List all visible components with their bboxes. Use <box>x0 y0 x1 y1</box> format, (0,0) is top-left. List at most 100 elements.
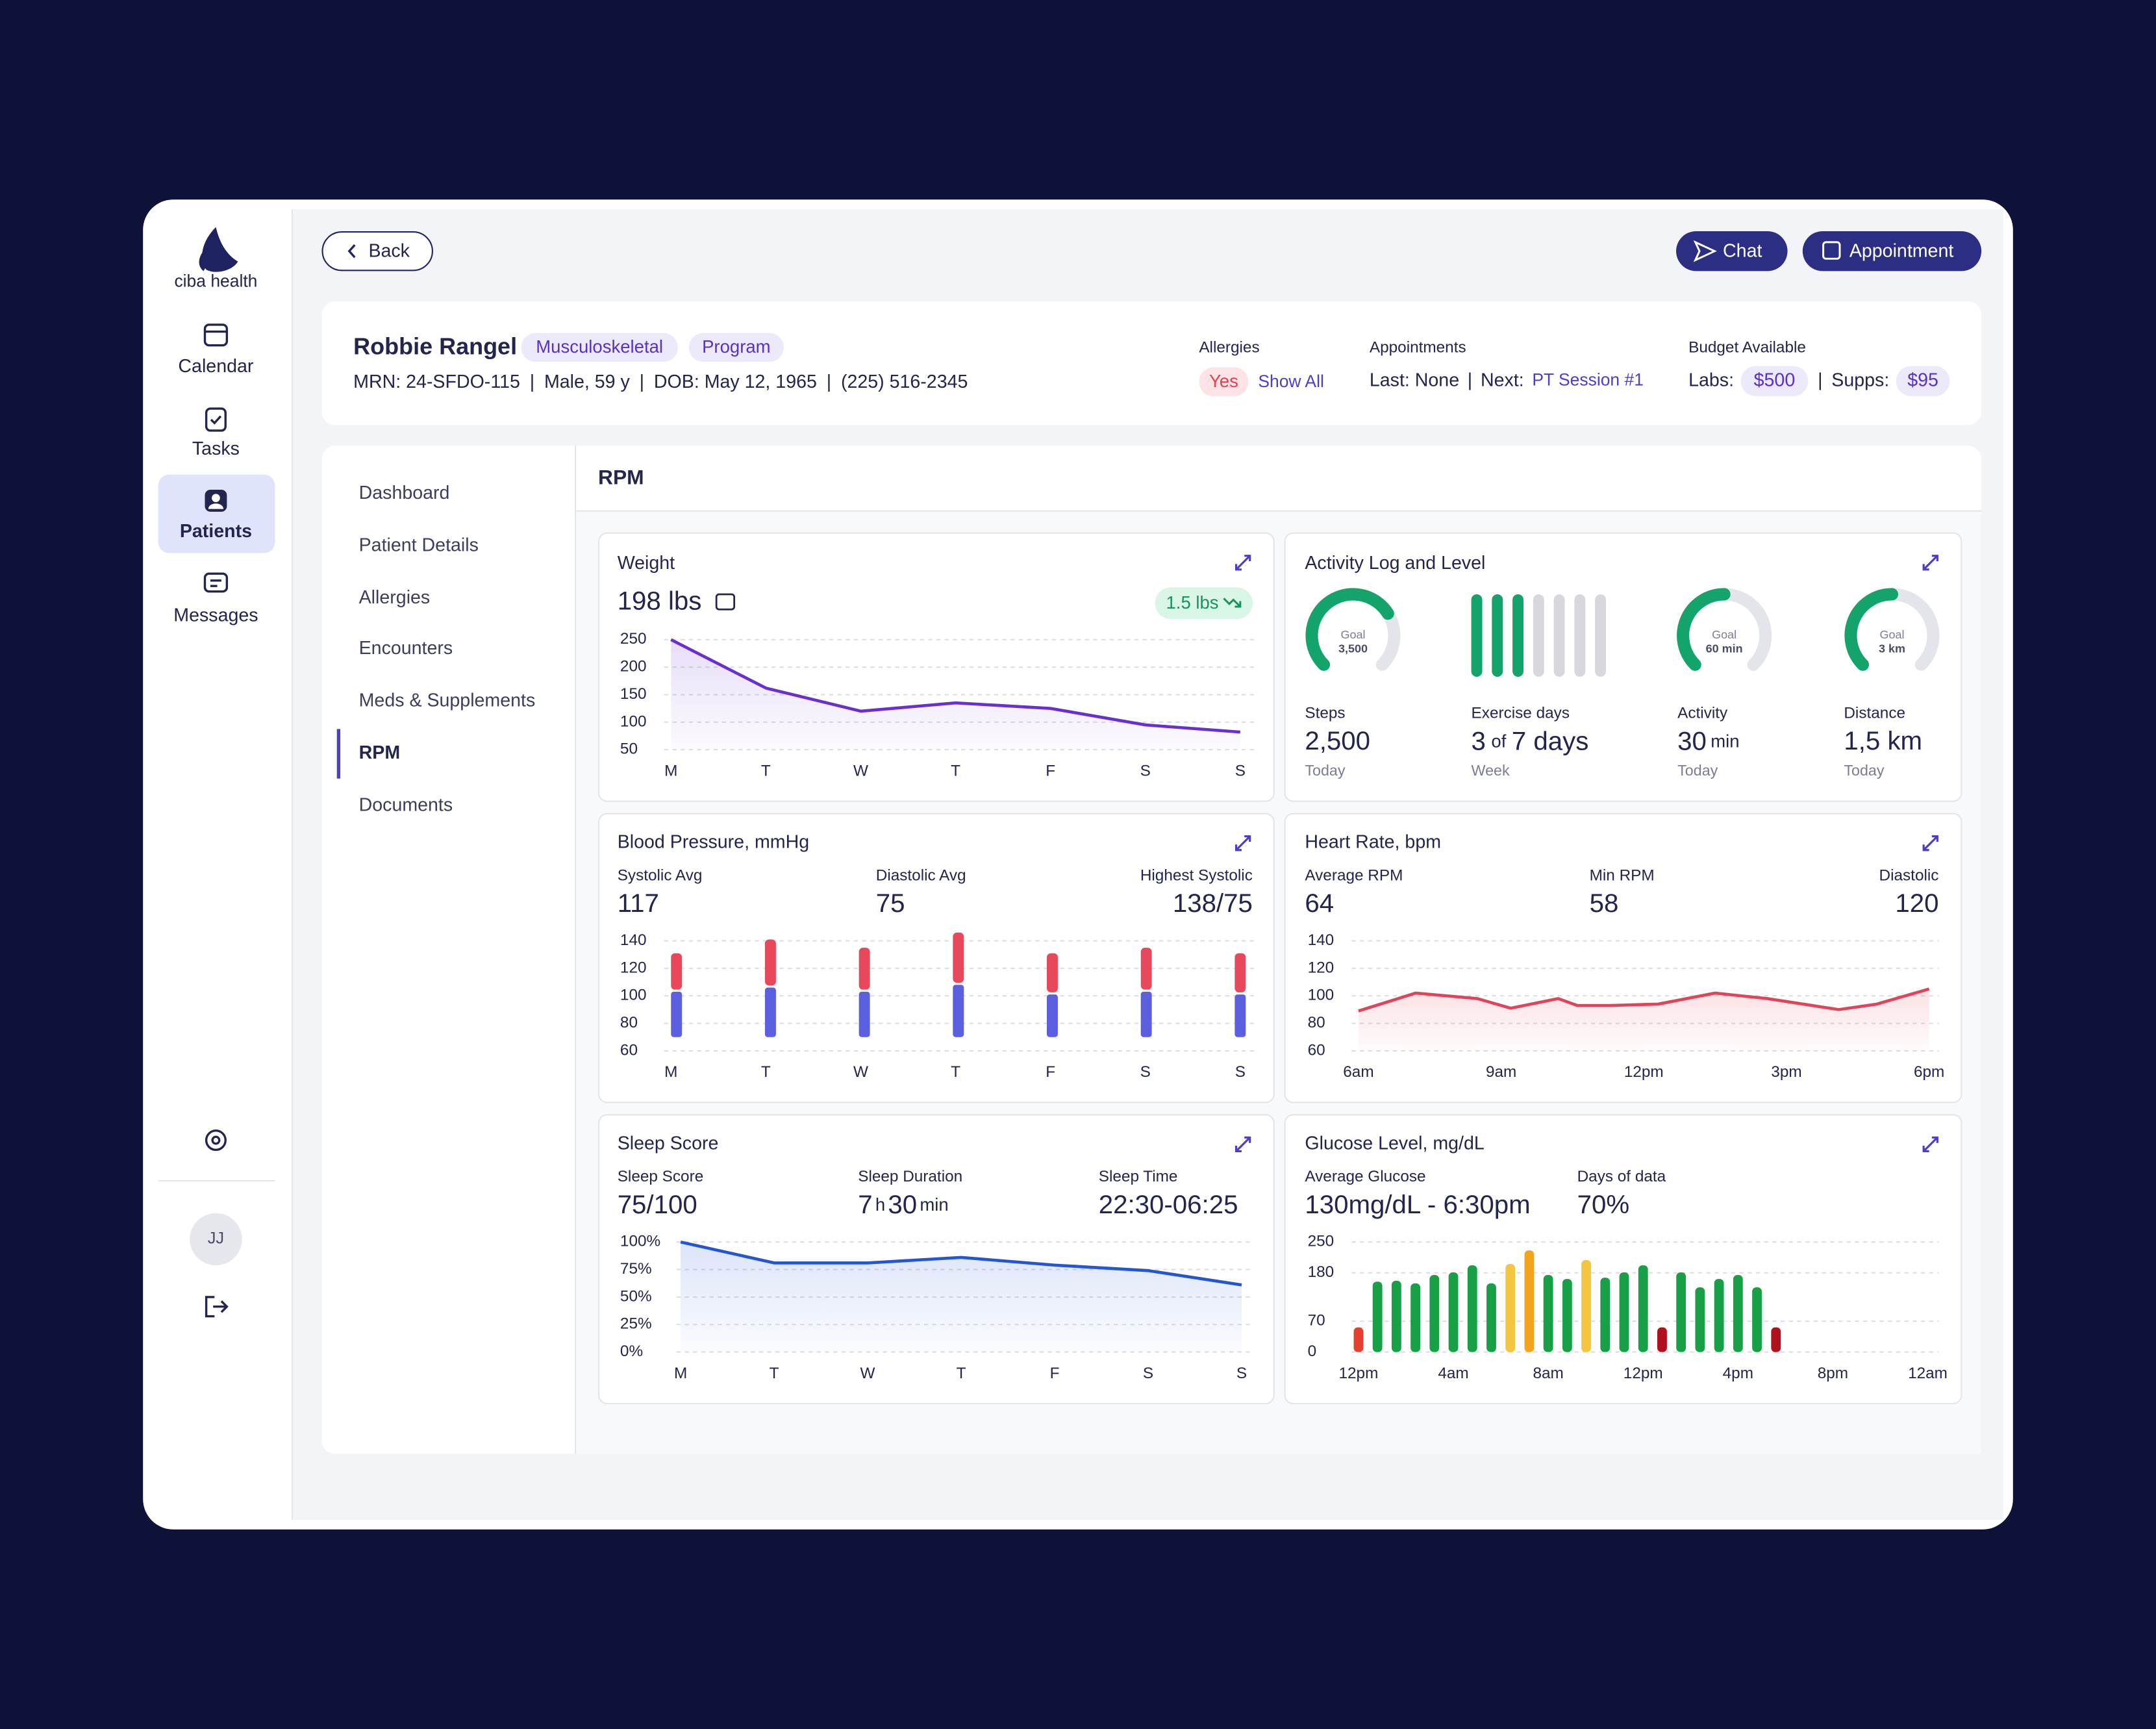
diastolic-segment <box>953 985 964 1037</box>
chat-button[interactable] <box>1676 231 1788 271</box>
text-part: of <box>1491 731 1506 751</box>
y-tick-label: 60 <box>620 1041 638 1059</box>
gauge-goal-word: Goal <box>1340 628 1365 641</box>
exercise-day-bar <box>1574 594 1586 677</box>
tasks-icon <box>205 407 227 432</box>
exercise-day-bar <box>1533 594 1544 677</box>
card-title: Sleep Score <box>618 1133 719 1154</box>
text-part: 3 <box>1472 726 1486 755</box>
gauge-progress <box>1844 588 1898 671</box>
nav-item[interactable]: Calendar <box>178 356 253 377</box>
expand-icon[interactable] <box>1922 1136 1938 1153</box>
tag-pill <box>688 333 784 362</box>
nav-item[interactable]: Patients <box>180 521 252 542</box>
stat-value: 1,5 km <box>1844 726 1922 755</box>
metric-card <box>598 813 1275 1104</box>
nav-item[interactable]: Tasks <box>192 438 240 459</box>
expand-icon[interactable] <box>1235 835 1251 852</box>
appointment-button[interactable] <box>1802 231 1982 271</box>
back-label: Back <box>368 240 410 261</box>
glucose-bar <box>1410 1283 1421 1352</box>
exercise-day-bar <box>1553 594 1565 677</box>
patient-card <box>321 301 1982 425</box>
expand-icon[interactable] <box>1235 1136 1251 1153</box>
menu-item[interactable]: Documents <box>359 795 453 816</box>
card-title: Glucose Level, mg/dL <box>1305 1133 1484 1154</box>
systolic-segment <box>1235 953 1246 992</box>
stat-value: 7 h 30 min <box>858 1190 948 1219</box>
menu-item[interactable]: RPM <box>359 742 401 763</box>
labs-label: Labs: <box>1688 370 1734 390</box>
gauge-goal-word: Goal <box>1879 628 1904 641</box>
y-tick-label: 140 <box>1308 931 1335 949</box>
menu-item[interactable]: Patient Details <box>359 535 479 555</box>
avatar[interactable] <box>190 1213 242 1266</box>
glucose-bar <box>1429 1275 1440 1352</box>
settings-icon[interactable] <box>205 1130 227 1152</box>
glucose-bar <box>1391 1280 1401 1352</box>
budget-pill <box>1896 366 1950 397</box>
stat-label: Days of data <box>1577 1168 1666 1185</box>
stat-label: Exercise days <box>1472 705 1570 722</box>
stat-period: Today <box>1305 762 1345 779</box>
avatar-initials: JJ <box>208 1230 224 1248</box>
section-title: RPM <box>598 465 644 488</box>
card-title: Blood Pressure, mmHg <box>618 832 809 853</box>
show-all-link[interactable]: Show All <box>1258 372 1323 391</box>
allergies-value: Yes <box>1209 371 1238 391</box>
appointment-icon <box>1822 241 1841 260</box>
separator: | <box>530 371 534 392</box>
logout-icon[interactable] <box>205 1296 229 1318</box>
menu-item[interactable]: Encounters <box>359 638 453 659</box>
y-tick-label: 50% <box>620 1287 652 1305</box>
stat-label: Diastolic <box>1879 866 1939 884</box>
menu-item[interactable]: Allergies <box>359 587 431 608</box>
expand-icon[interactable] <box>1235 555 1251 571</box>
menu-item[interactable]: Meds & Supplements <box>359 690 536 711</box>
calendar-icon <box>203 323 229 347</box>
card-title: Weight <box>618 553 675 574</box>
stat-label: Average Glucose <box>1305 1168 1425 1185</box>
text-part: 30 <box>1677 726 1707 755</box>
expand-icon[interactable] <box>1922 555 1938 571</box>
systolic-segment <box>764 939 776 986</box>
supps-value: $95 <box>1907 370 1938 390</box>
allergy-pill <box>1199 367 1249 397</box>
text-part: 30 <box>888 1190 917 1219</box>
text-part: h <box>875 1194 885 1215</box>
x-tick-label: 3pm <box>1771 1063 1801 1081</box>
back-chevron <box>347 244 356 259</box>
separator: | <box>640 371 644 392</box>
stat-label: Sleep Duration <box>858 1168 962 1185</box>
x-tick-label: S <box>1140 763 1151 780</box>
glucose-bar <box>1676 1272 1686 1352</box>
diastolic-segment <box>1140 991 1152 1037</box>
y-tick-label: 100 <box>620 987 647 1004</box>
glucose-bar <box>1714 1279 1724 1352</box>
x-tick-label: S <box>1235 1063 1246 1081</box>
back-button[interactable] <box>321 231 433 271</box>
menu-item[interactable]: Dashboard <box>359 483 450 503</box>
y-tick-label: 0% <box>620 1343 643 1360</box>
stat-label: Diastolic Avg <box>876 866 966 884</box>
x-tick-label: W <box>853 763 868 780</box>
glucose-bar <box>1353 1327 1364 1352</box>
x-tick-label: W <box>860 1365 875 1382</box>
exercise-day-bar <box>1471 594 1483 677</box>
glucose-bar <box>1524 1250 1535 1352</box>
expand-icon[interactable] <box>1922 835 1938 852</box>
stat-label: Activity <box>1677 705 1728 722</box>
exercise-day-bar <box>1512 594 1524 677</box>
nav-icons <box>203 323 229 1318</box>
y-tick-label: 50 <box>620 740 638 758</box>
logo <box>199 227 238 272</box>
diastolic-segment <box>764 987 776 1037</box>
y-tick-label: 60 <box>1308 1041 1325 1059</box>
y-tick-label: 200 <box>620 658 647 675</box>
text-part: Next: <box>1481 370 1524 390</box>
stat-label: Average RPM <box>1305 866 1403 884</box>
nav-item[interactable]: Messages <box>173 605 258 625</box>
budget-label: Budget Available <box>1688 338 1806 356</box>
